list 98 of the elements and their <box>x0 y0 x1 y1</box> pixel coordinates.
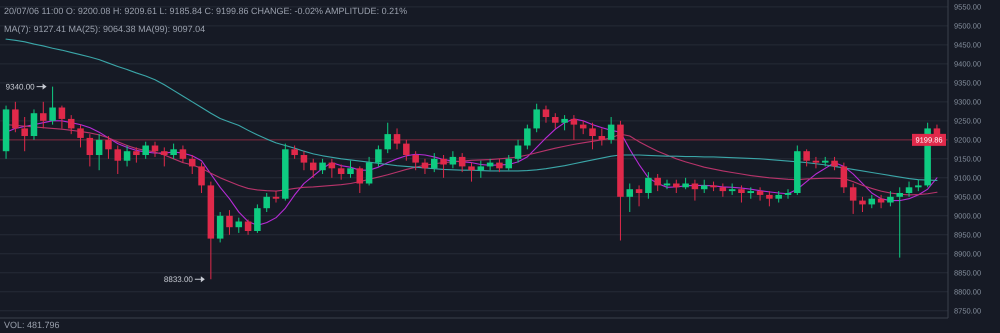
candlestick <box>756 186 764 202</box>
candlestick <box>412 150 419 171</box>
candlestick <box>598 128 606 146</box>
candlestick <box>12 101 19 133</box>
candlestick <box>30 108 38 140</box>
candlestick <box>645 172 652 200</box>
candlestick <box>356 166 364 194</box>
annotation: 8833.00 <box>164 275 194 284</box>
candlestick <box>105 136 112 160</box>
candlestick <box>887 190 894 207</box>
candlestick <box>375 145 382 167</box>
candlestick <box>896 186 903 258</box>
candlestick <box>700 179 708 194</box>
candlestick <box>216 212 224 243</box>
candlestick <box>310 158 317 178</box>
candlestick <box>812 156 820 169</box>
annotation: 9340.00 <box>6 82 36 92</box>
candlestick <box>161 146 168 167</box>
candlestick <box>68 114 74 135</box>
candlestick <box>878 194 884 209</box>
candlestick <box>561 114 568 131</box>
candlestick <box>96 134 102 171</box>
candlestick <box>505 154 512 171</box>
candlestick <box>198 162 205 194</box>
candlestick <box>580 120 586 135</box>
candlestick <box>244 219 252 236</box>
candlestick <box>682 177 689 190</box>
candlestick <box>124 145 130 167</box>
candlestick <box>77 124 84 148</box>
candlestick <box>403 139 410 162</box>
candlestick <box>384 122 391 154</box>
candlestick <box>49 86 56 126</box>
candlestick <box>440 154 447 178</box>
candlestick <box>142 141 149 160</box>
candlestick <box>300 150 308 171</box>
candlestick <box>570 114 578 140</box>
text: VOL: 481.796 <box>4 320 60 330</box>
candlestick <box>21 116 28 152</box>
candlestick <box>478 160 484 178</box>
candlestick <box>468 162 475 182</box>
candlestick <box>366 156 372 186</box>
candlestick <box>748 186 754 200</box>
annotation: MA(7): 9127.41 MA(25): 9064.38 MA(99): 9097.04 <box>4 24 206 34</box>
candlestick <box>664 179 670 190</box>
annotation: 20/07/06 11:00 O: 9200.08 H: 9209.61 L: 9185.84 C: 9199.86 CHANGE: -0.02% AMPLITUDE: 0.21% <box>4 6 408 16</box>
candlestick <box>850 183 856 214</box>
candlestick <box>236 217 242 234</box>
candlestick <box>328 158 336 178</box>
candlestick <box>626 183 634 212</box>
candlestick <box>710 181 717 192</box>
candlestick <box>784 188 792 200</box>
candlestick <box>170 143 177 160</box>
candlestick <box>608 116 614 144</box>
candlestick <box>291 145 298 160</box>
candlestick <box>542 105 550 124</box>
candlestick <box>254 204 261 234</box>
candlestick <box>906 181 912 198</box>
candlestick <box>728 183 736 196</box>
candlestick <box>394 128 400 150</box>
candlestick <box>831 156 838 171</box>
candlestick <box>673 179 680 194</box>
candlestick <box>458 152 466 173</box>
candlestick <box>868 194 876 209</box>
candlestick <box>654 174 661 192</box>
candlestick <box>775 190 782 203</box>
candlestick <box>86 134 94 167</box>
candlestick <box>589 122 596 150</box>
candlestick <box>263 192 270 212</box>
candlestick <box>636 184 642 207</box>
candlestick <box>180 145 186 164</box>
candlestick <box>822 156 828 167</box>
candlestick <box>840 162 848 194</box>
candlestick <box>552 112 559 129</box>
candlestick <box>347 160 354 178</box>
candlestick <box>58 105 66 129</box>
candlestick <box>450 150 456 169</box>
candlestick <box>152 141 158 158</box>
candlestick <box>40 101 47 129</box>
candlestick <box>524 124 531 150</box>
candlestick <box>226 210 233 236</box>
candlestick <box>188 154 196 175</box>
candlestick <box>738 184 745 203</box>
candlestick <box>319 158 326 175</box>
candlestick <box>692 179 698 202</box>
candlestick <box>338 164 344 180</box>
candlestick <box>859 196 866 212</box>
candlestick <box>803 148 810 167</box>
candlestick <box>486 158 494 171</box>
candlestick <box>915 179 922 192</box>
candlestick <box>514 139 522 164</box>
candlestick <box>766 190 773 207</box>
candlestick <box>133 146 140 164</box>
candlestick <box>422 158 428 175</box>
candlestick <box>720 183 726 198</box>
candlestick <box>496 158 503 173</box>
candlestick <box>431 152 438 173</box>
candlestick <box>533 103 540 133</box>
candlestick <box>114 145 122 175</box>
